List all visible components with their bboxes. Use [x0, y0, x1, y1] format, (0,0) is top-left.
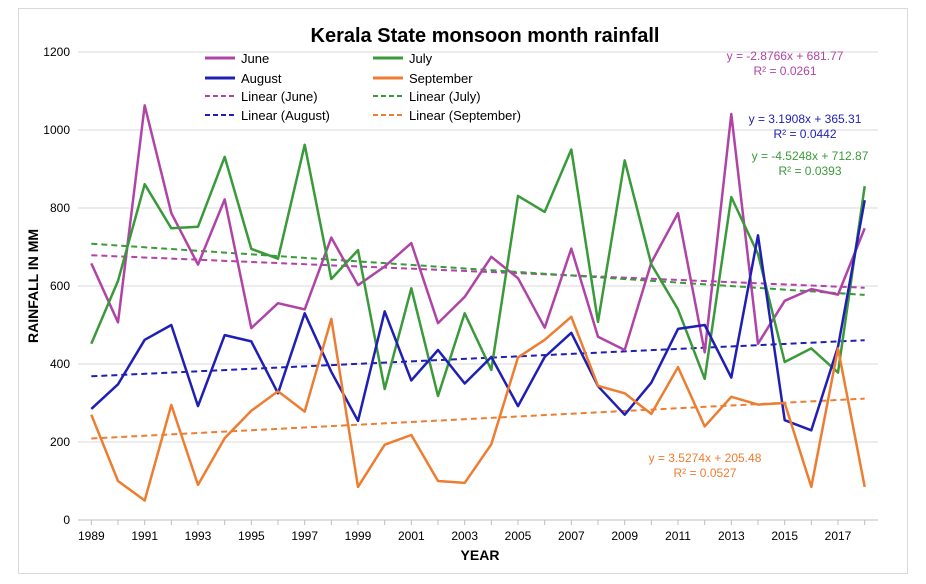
- x-tick-label: 2003: [451, 529, 478, 543]
- series-line-september: [90, 315, 866, 502]
- gridlines: [78, 51, 878, 443]
- y-tick-label: 200: [50, 435, 70, 449]
- series-lines: [90, 104, 866, 502]
- trendline-linear-august: [91, 339, 865, 378]
- x-tick-label: 1999: [345, 529, 372, 543]
- x-tick-label: 2007: [558, 529, 585, 543]
- axes: 0 200 400 600 800 1000 1200 1989 1991 1993 1995 199…: [43, 45, 878, 543]
- y-tick-label: 1000: [43, 123, 70, 137]
- x-axis-label: YEAR: [461, 547, 500, 563]
- trendline-linear-september: [91, 397, 865, 440]
- legend-label: July: [409, 51, 433, 66]
- legend-label: Linear (August): [241, 108, 330, 123]
- trend-equation: y = 3.5274x + 205.48: [649, 451, 762, 465]
- y-axis-label: RAINFALL IN MM: [25, 229, 41, 343]
- legend-label: Linear (September): [409, 108, 521, 123]
- x-tick-label: 1997: [291, 529, 318, 543]
- chart-title: Kerala State monsoon month rainfall: [311, 25, 660, 47]
- y-tick-label: 600: [50, 279, 70, 293]
- trend-equation: y = 3.1908x + 365.31: [749, 112, 862, 126]
- x-tick-label: 1989: [78, 529, 105, 543]
- trendline-linear-july: [91, 242, 865, 296]
- y-tick-label: 1200: [43, 45, 70, 59]
- legend-label: September: [409, 71, 473, 86]
- x-tick-label: 1993: [185, 529, 212, 543]
- trend-r2: R² = 0.0393: [778, 164, 841, 178]
- series-line-august: [90, 199, 866, 432]
- trend-r2: R² = 0.0527: [673, 466, 736, 480]
- y-tick-label: 800: [50, 201, 70, 215]
- legend-label: August: [241, 71, 282, 86]
- legend-label: Linear (July): [409, 89, 481, 104]
- trend-equation: y = -2.8766x + 681.77: [727, 49, 844, 63]
- x-tick-label: 2005: [505, 529, 532, 543]
- legend-label: Linear (June): [241, 89, 318, 104]
- trend-equation: y = -4.5248x + 712.87: [752, 149, 869, 163]
- x-tick-label: 2013: [718, 529, 745, 543]
- x-tick-label: 1991: [131, 529, 158, 543]
- x-tick-label: 2017: [825, 529, 852, 543]
- trendline-linear-june: [91, 254, 865, 289]
- chart-frame: [18, 8, 908, 574]
- legend: June July August September Linear (June) Line…: [205, 51, 521, 123]
- series-line-june: [90, 104, 866, 354]
- trend-r2: R² = 0.0442: [773, 127, 836, 141]
- series-line-july: [90, 143, 866, 398]
- y-tick-label: 400: [50, 357, 70, 371]
- x-tick-label: 2015: [771, 529, 798, 543]
- x-tick-label: 2011: [665, 529, 691, 543]
- legend-label: June: [241, 51, 269, 66]
- x-tick-label: 2001: [398, 529, 425, 543]
- y-tick-label: 0: [63, 513, 70, 527]
- trendlines: [91, 242, 865, 440]
- x-tick-label: 2009: [611, 529, 638, 543]
- x-tick-label: 1995: [238, 529, 265, 543]
- trend-r2: R² = 0.0261: [753, 64, 816, 78]
